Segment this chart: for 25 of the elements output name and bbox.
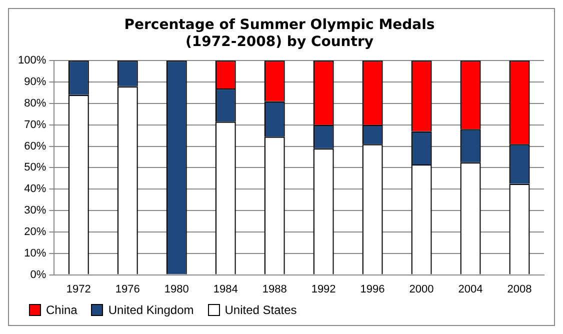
y-tick-label: 40% xyxy=(24,183,46,196)
y-tick-label: 50% xyxy=(24,162,46,174)
chart-title: Percentage of Summer Olympic Medals (1972-2008) by Country xyxy=(124,17,435,50)
x-tick-label: 2008 xyxy=(507,283,532,296)
y-tick-label: 90% xyxy=(24,76,46,88)
y-tick-label: 60% xyxy=(24,140,46,152)
y-tick-label: 80% xyxy=(24,97,46,110)
y-tick-label: 70% xyxy=(24,118,46,131)
x-tick-label: 1972 xyxy=(66,283,91,296)
x-tick-label: 1976 xyxy=(115,283,140,296)
y-tick-label: 20% xyxy=(24,226,46,238)
y-tick-label: 10% xyxy=(24,247,46,260)
y-tick-label: 30% xyxy=(24,204,46,217)
legend-label: China xyxy=(46,303,78,317)
x-tick-label: 1988 xyxy=(262,283,287,296)
x-tick-label: 2004 xyxy=(458,283,483,296)
y-tick-label: 100% xyxy=(18,54,46,67)
x-tick-label: 1992 xyxy=(311,283,336,296)
x-tick-label: 1980 xyxy=(164,283,189,296)
x-tick-label: 1984 xyxy=(213,283,238,296)
text: United States xyxy=(224,303,297,317)
legend-label: United Kingdom xyxy=(108,303,194,317)
x-tick-label: 2000 xyxy=(409,283,434,296)
y-tick-label: 0% xyxy=(30,268,46,281)
x-tick-label: 1996 xyxy=(360,283,385,296)
